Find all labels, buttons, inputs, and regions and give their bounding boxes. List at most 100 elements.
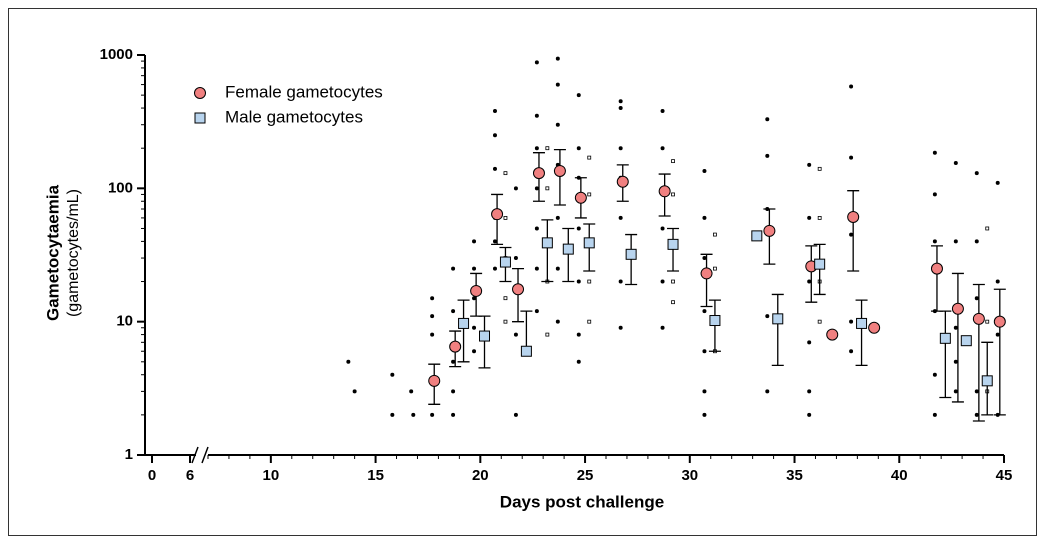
- data-dot: [576, 332, 581, 337]
- data-dot: [576, 226, 581, 231]
- data-dot: [513, 256, 518, 261]
- axis-break: [201, 446, 209, 464]
- mean-marker: [972, 312, 985, 325]
- data-dot: [702, 412, 707, 417]
- data-dot: [974, 239, 979, 244]
- data-dot: [618, 279, 623, 284]
- data-dot: [451, 359, 456, 364]
- data-dot: [513, 186, 518, 191]
- data-dot: [807, 389, 812, 394]
- data-dot: [932, 192, 937, 197]
- data-dot: [849, 349, 854, 354]
- data-dot: [702, 349, 707, 354]
- data-dot: [534, 113, 539, 118]
- data-dot: [995, 332, 1000, 337]
- data-dot: [702, 309, 707, 314]
- data-dot: [765, 389, 770, 394]
- y-tick-label: 100: [108, 179, 133, 196]
- data-dot: [534, 226, 539, 231]
- mean-marker: [751, 230, 763, 242]
- data-dot: [849, 155, 854, 160]
- data-dot: [534, 309, 539, 314]
- x-tick-label: 6: [186, 467, 194, 484]
- data-dot: [576, 359, 581, 364]
- data-dot: [492, 266, 497, 271]
- data-dot: [807, 279, 812, 284]
- data-dot: [660, 325, 665, 330]
- data-dot: [555, 319, 560, 324]
- data-dot: [671, 279, 675, 284]
- error-bar: [805, 245, 818, 303]
- error-bar: [457, 299, 470, 363]
- data-dot: [492, 166, 497, 171]
- data-dot: [503, 171, 508, 176]
- mean-marker: [512, 283, 525, 296]
- data-dot: [660, 226, 665, 231]
- data-dot: [953, 325, 958, 330]
- data-dot: [849, 319, 854, 324]
- error-bar: [771, 293, 784, 367]
- legend-marker: [194, 87, 206, 99]
- error-bar: [972, 283, 985, 422]
- x-tick-label: 0: [148, 467, 156, 484]
- mean-marker: [814, 258, 826, 270]
- data-dot: [995, 279, 1000, 284]
- data-dot: [953, 389, 958, 394]
- data-dot: [555, 122, 560, 127]
- data-dot: [492, 109, 497, 114]
- legend-marker: [194, 112, 206, 124]
- data-dot: [390, 412, 395, 417]
- data-dot: [932, 239, 937, 244]
- data-dot: [555, 82, 560, 87]
- mean-marker: [428, 374, 441, 387]
- data-dot: [430, 314, 435, 319]
- data-dot: [807, 412, 812, 417]
- data-dot: [576, 279, 581, 284]
- x-axis-title: Days post challenge: [500, 492, 664, 511]
- data-dot: [576, 93, 581, 98]
- data-dot: [974, 389, 979, 394]
- mean-marker: [541, 237, 553, 249]
- data-dot: [492, 133, 497, 138]
- error-bar: [478, 315, 491, 369]
- data-dot: [472, 325, 477, 330]
- data-dot: [492, 239, 497, 244]
- error-bar: [951, 272, 964, 403]
- data-dot: [587, 155, 592, 160]
- x-tick-label: 35: [786, 467, 803, 484]
- data-dot: [472, 296, 477, 301]
- error-bar: [520, 310, 533, 352]
- mean-marker: [993, 315, 1006, 328]
- frame: [8, 8, 1037, 536]
- data-dot: [472, 239, 477, 244]
- data-dot: [713, 232, 717, 237]
- mean-marker: [856, 317, 868, 329]
- data-dot: [671, 159, 675, 164]
- data-dot: [534, 266, 539, 271]
- y-tick-label: 10: [116, 313, 133, 330]
- error-bar: [562, 227, 575, 283]
- legend-label: Male gametocytes: [225, 107, 363, 126]
- data-dot: [555, 266, 560, 271]
- data-dot: [451, 266, 456, 271]
- data-dot: [849, 84, 854, 89]
- data-dot: [513, 332, 518, 337]
- error-bar: [847, 190, 860, 272]
- mean-marker: [951, 302, 964, 315]
- mean-marker: [583, 237, 595, 249]
- mean-marker: [763, 224, 776, 237]
- data-dot: [660, 279, 665, 284]
- mean-marker: [470, 284, 483, 297]
- data-dot: [472, 349, 477, 354]
- data-dot: [618, 325, 623, 330]
- data-dot: [534, 186, 539, 191]
- x-tick-label: 20: [472, 467, 489, 484]
- mean-marker: [562, 243, 574, 255]
- mean-marker: [847, 210, 860, 223]
- mean-marker: [709, 315, 721, 327]
- data-dot: [411, 412, 416, 417]
- data-dot: [555, 56, 560, 61]
- mean-marker: [939, 332, 951, 344]
- error-bar: [993, 288, 1006, 416]
